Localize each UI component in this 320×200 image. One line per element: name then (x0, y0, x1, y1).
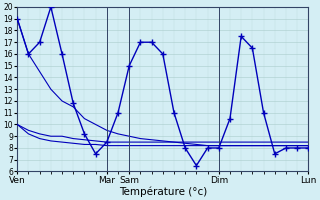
X-axis label: Température (°c): Température (°c) (119, 186, 207, 197)
